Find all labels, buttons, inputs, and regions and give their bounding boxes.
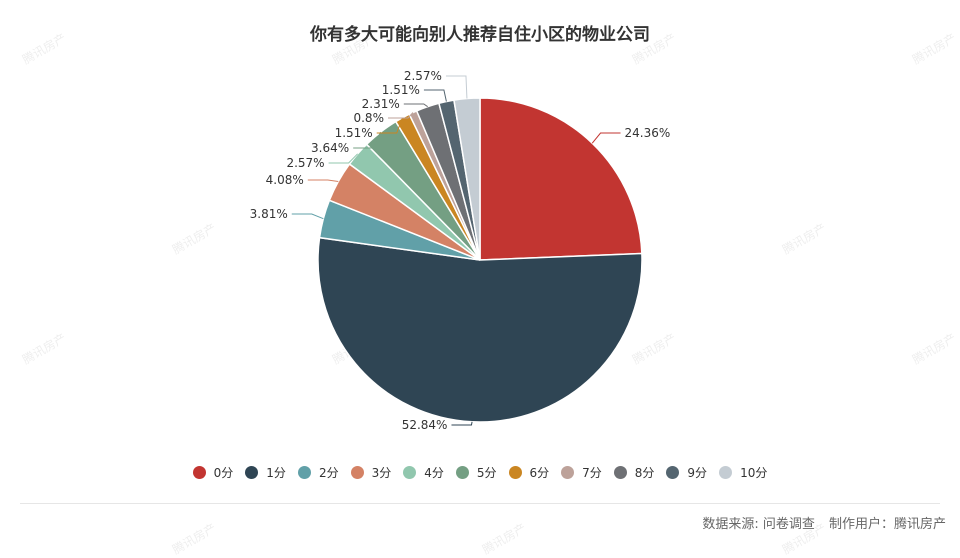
leader-line-0分 (591, 132, 621, 144)
legend-label-1分: 1分 (266, 466, 286, 480)
legend-label-8分: 8分 (634, 466, 655, 480)
chart-title: 你有多大可能向别人推荐自住小区的物业公司 (310, 25, 650, 45)
data-label-10分: 2.57% (404, 69, 442, 83)
legend-item-5分[interactable]: 5分 (455, 464, 497, 481)
legend-swatch-5分 (455, 466, 469, 479)
legend-item-3分[interactable]: 3分 (350, 464, 392, 481)
legend-label-5分: 5分 (476, 466, 497, 480)
legend-item-1分[interactable]: 1分 (245, 464, 286, 481)
legend-swatch-1分 (245, 466, 259, 479)
legend-item-8分[interactable]: 8分 (613, 464, 655, 481)
data-label-2分: 3.81% (250, 207, 288, 221)
leader-line-3分 (307, 179, 339, 183)
chart-legend: 0分 1分 2分 3分 4分 5分 6分 7分 8分 9分 10分 (0, 464, 960, 481)
leader-line-1分 (451, 421, 473, 426)
leader-line-4分 (328, 153, 359, 164)
legend-item-10分[interactable]: 10分 (719, 464, 767, 481)
data-label-0分: 24.36% (625, 126, 671, 140)
legend-swatch-4分 (403, 466, 417, 479)
legend-item-0分[interactable]: 0分 (192, 464, 234, 481)
legend-label-7分: 7分 (582, 466, 602, 480)
legend-item-2分[interactable]: 2分 (297, 464, 339, 481)
leader-line-9分 (423, 89, 447, 102)
legend-swatch-0分 (192, 466, 206, 479)
legend-swatch-7分 (561, 466, 575, 479)
legend-label-6分: 6分 (529, 466, 550, 480)
data-label-1分: 52.84% (402, 418, 448, 432)
legend-label-4分: 4分 (424, 466, 444, 480)
leader-line-2分 (291, 213, 324, 220)
legend-swatch-10分 (719, 466, 733, 479)
legend-item-6分[interactable]: 6分 (508, 464, 550, 481)
data-source-text: 数据来源: 问卷调查 (702, 517, 815, 532)
legend-item-4分[interactable]: 4分 (403, 464, 444, 481)
leader-line-5分 (353, 131, 382, 149)
footer-divider (20, 503, 940, 504)
leader-line-7分 (387, 112, 414, 119)
legend-label-2分: 2分 (318, 466, 339, 480)
leader-line-10分 (445, 75, 468, 99)
legend-swatch-3分 (350, 466, 364, 479)
legend-item-9分[interactable]: 9分 (666, 464, 707, 481)
legend-item-7分[interactable]: 7分 (561, 464, 602, 481)
legend-label-10分: 10分 (740, 466, 768, 480)
legend-swatch-6分 (508, 466, 522, 479)
legend-swatch-9分 (666, 466, 680, 479)
legend-label-3分: 3分 (371, 466, 392, 480)
leader-line-8分 (403, 103, 428, 108)
data-label-3分: 4.08% (266, 173, 304, 187)
legend-swatch-2分 (297, 466, 311, 479)
pie-slice-1分[interactable] (317, 236, 643, 423)
legend-label-0分: 0分 (213, 466, 234, 480)
data-label-4分: 2.57% (286, 156, 324, 170)
data-label-9分: 1.51% (382, 83, 420, 97)
legend-swatch-8分 (613, 466, 627, 479)
pie-slice-0分[interactable] (479, 97, 643, 261)
data-label-5分: 3.64% (311, 141, 349, 155)
data-label-6分: 1.51% (335, 126, 373, 140)
legend-label-9分: 9分 (687, 466, 708, 480)
pie-chart: 24.36%52.84%3.81%4.08%2.57%3.64%1.51%0.8… (250, 69, 671, 432)
data-label-7分: 0.8% (353, 111, 384, 125)
source-note: 数据来源: 问卷调查 制作用户：腾讯房产 (702, 513, 946, 532)
leader-line-6分 (376, 117, 403, 134)
data-label-8分: 2.31% (362, 97, 400, 111)
maker-text: 制作用户：腾讯房产 (828, 517, 946, 532)
